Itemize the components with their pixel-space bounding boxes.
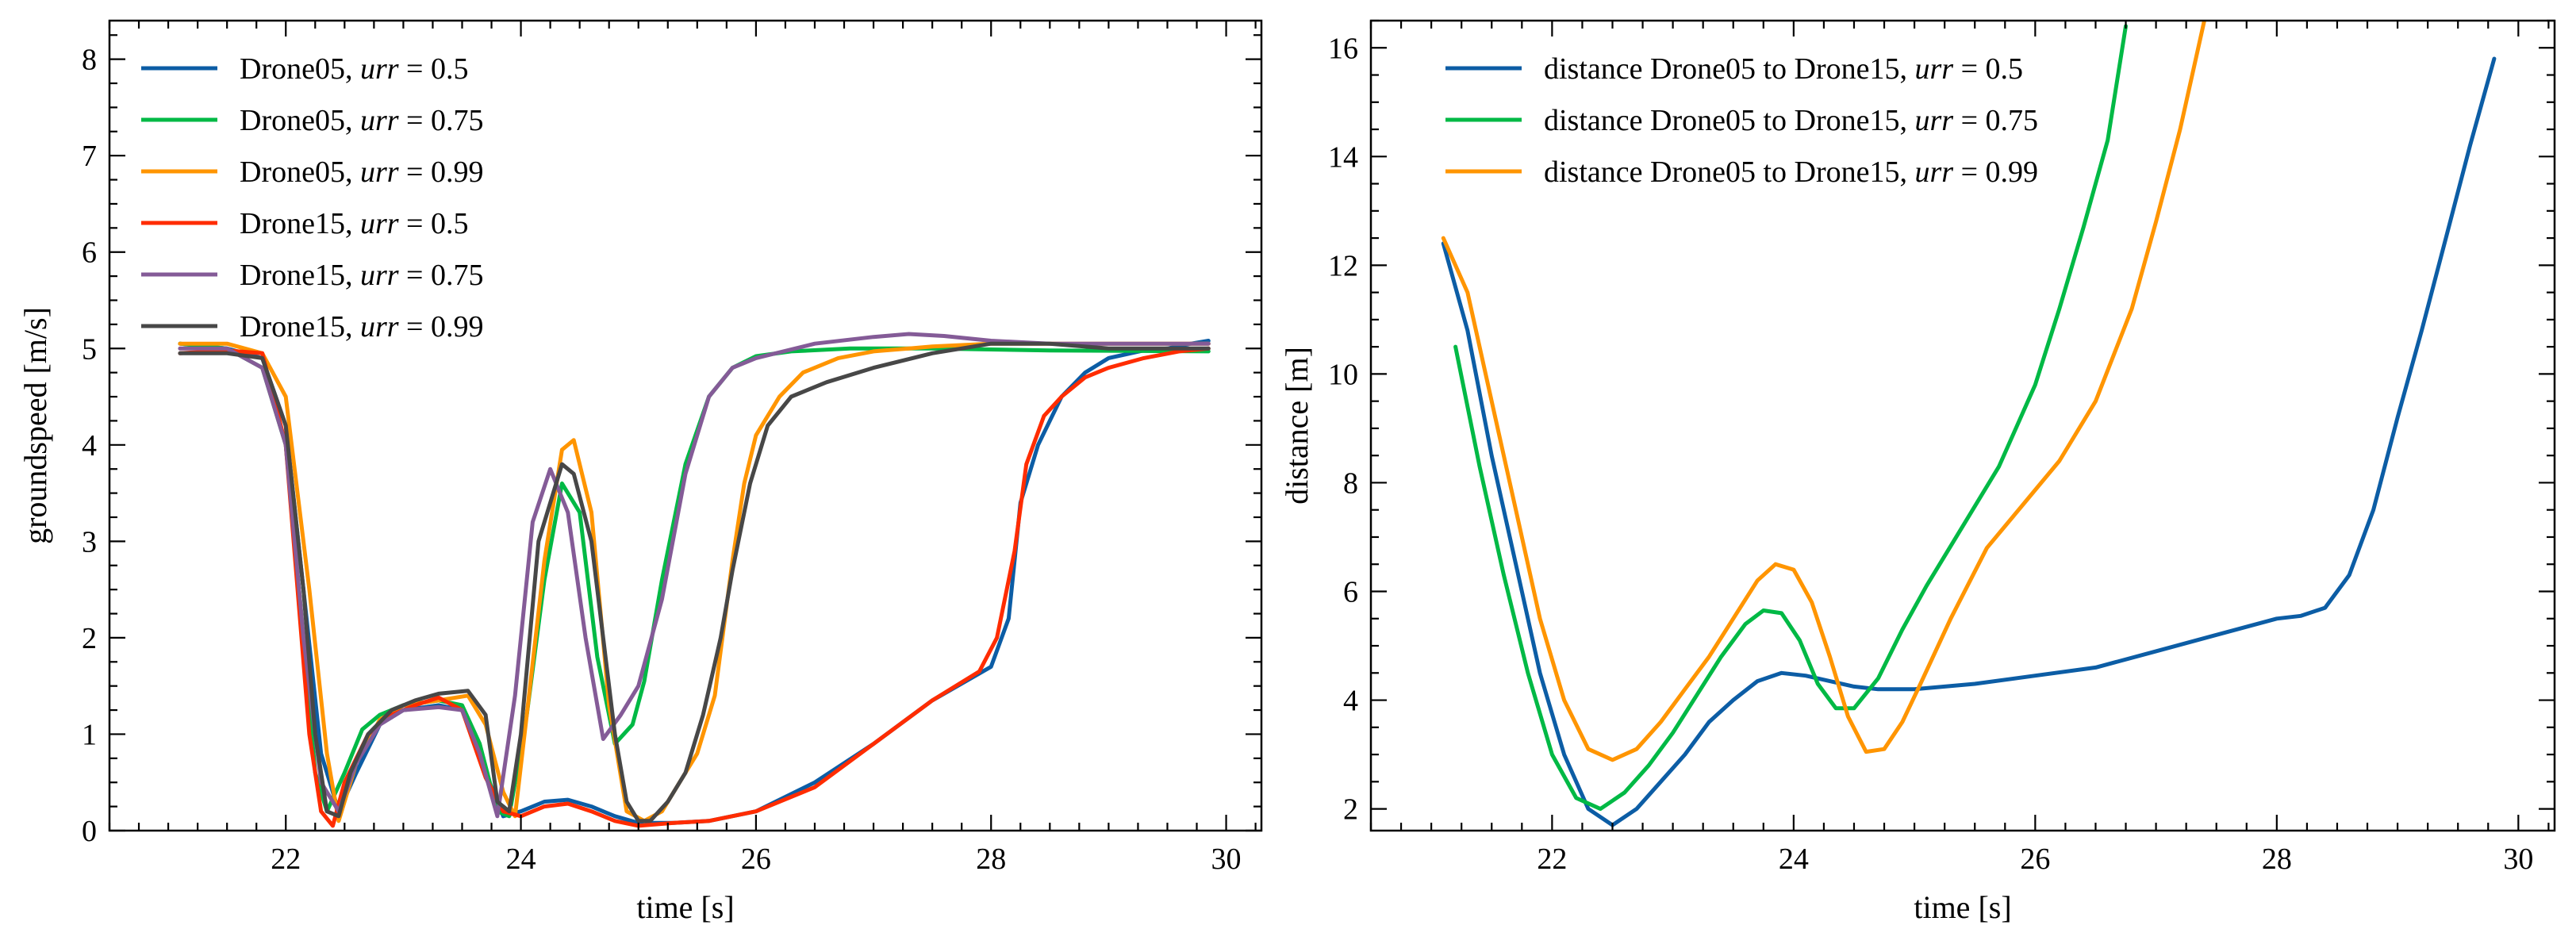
plot-frame [1369, 19, 2556, 832]
y-tick-label: 4 [82, 429, 97, 463]
y-tick-label: 14 [1328, 140, 1358, 174]
groundspeed-panel: 22 24 26 28 30 0 1 2 3 4 5 6 7 8 time [s] groundspeed [… [17, 19, 1263, 925]
y-tick-label: 2 [1343, 793, 1358, 827]
legend-label: Drone15, urr = 0.5 [240, 207, 468, 240]
x-tick-label: 22 [1537, 843, 1567, 876]
x-tick-label: 24 [506, 843, 536, 876]
x-axis-label: time [s] [636, 889, 734, 925]
legend-label: distance Drone05 to Drone15, urr = 0.99 [1544, 155, 2038, 189]
series-lines [178, 332, 1211, 828]
y-tick-label: 6 [82, 236, 97, 270]
series-line-3 [178, 346, 1211, 828]
legend-label: Drone05, urr = 0.75 [240, 104, 483, 137]
series-lines [1441, 21, 2497, 827]
x-tick-label: 26 [2020, 843, 2050, 876]
x-tick-label: 28 [976, 843, 1006, 876]
legend: Drone05, urr = 0.5 Drone05, urr = 0.75 Dro… [141, 52, 483, 344]
y-tick-label: 0 [82, 815, 97, 848]
y-tick-label: 2 [82, 622, 97, 655]
legend-label: distance Drone05 to Drone15, urr = 0.5 [1544, 52, 2023, 86]
y-axis-label: distance [m] [1279, 347, 1315, 505]
y-tick-label: 10 [1328, 358, 1358, 391]
series-line-2 [1441, 21, 2206, 762]
plot-frame [108, 19, 1263, 832]
x-tick-label: 24 [1779, 843, 1809, 876]
x-tick-label: 26 [741, 843, 771, 876]
y-tick-label: 6 [1343, 575, 1358, 608]
y-tick-label: 16 [1328, 32, 1358, 65]
legend-label: Drone05, urr = 0.5 [240, 52, 468, 86]
series-line-4 [178, 332, 1211, 819]
x-tick-label: 22 [271, 843, 301, 876]
legend-label: distance Drone05 to Drone15, urr = 0.75 [1544, 104, 2038, 137]
y-tick-label: 12 [1328, 249, 1358, 282]
legend: distance Drone05 to Drone15, urr = 0.5 di… [1445, 52, 2038, 189]
y-tick-label: 7 [82, 140, 97, 173]
x-axis-label: time [s] [1914, 889, 2011, 925]
series-line-1 [1453, 24, 2128, 812]
series-line-0 [1441, 56, 2497, 827]
y-tick-label: 8 [82, 44, 97, 77]
legend-label: Drone05, urr = 0.99 [240, 155, 483, 189]
y-tick-label: 5 [82, 332, 97, 366]
x-tick-label: 30 [2503, 843, 2533, 876]
y-tick-label: 8 [1343, 466, 1358, 500]
series-line-5 [178, 341, 1211, 823]
y-tick-label: 1 [82, 718, 97, 751]
y-tick-label: 4 [1343, 685, 1358, 718]
legend-label: Drone15, urr = 0.99 [240, 310, 483, 344]
y-tick-label: 3 [82, 525, 97, 559]
x-tick-label: 30 [1211, 843, 1242, 876]
legend-label: Drone15, urr = 0.75 [240, 259, 483, 292]
x-tick-label: 28 [2262, 843, 2292, 876]
y-axis-label: groundspeed [m/s] [17, 307, 53, 544]
